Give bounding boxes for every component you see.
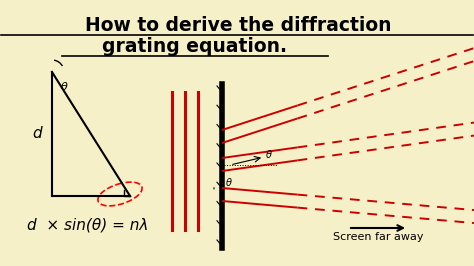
Text: How to derive the diffraction: How to derive the diffraction bbox=[85, 16, 391, 35]
Text: Screen far away: Screen far away bbox=[333, 232, 423, 242]
Text: grating equation.: grating equation. bbox=[102, 37, 288, 56]
Text: d  × sin(θ) = nλ: d × sin(θ) = nλ bbox=[27, 218, 149, 233]
Text: θ: θ bbox=[266, 150, 272, 160]
Text: θ: θ bbox=[226, 178, 232, 188]
Text: d: d bbox=[32, 127, 42, 142]
Text: θ: θ bbox=[61, 82, 68, 92]
